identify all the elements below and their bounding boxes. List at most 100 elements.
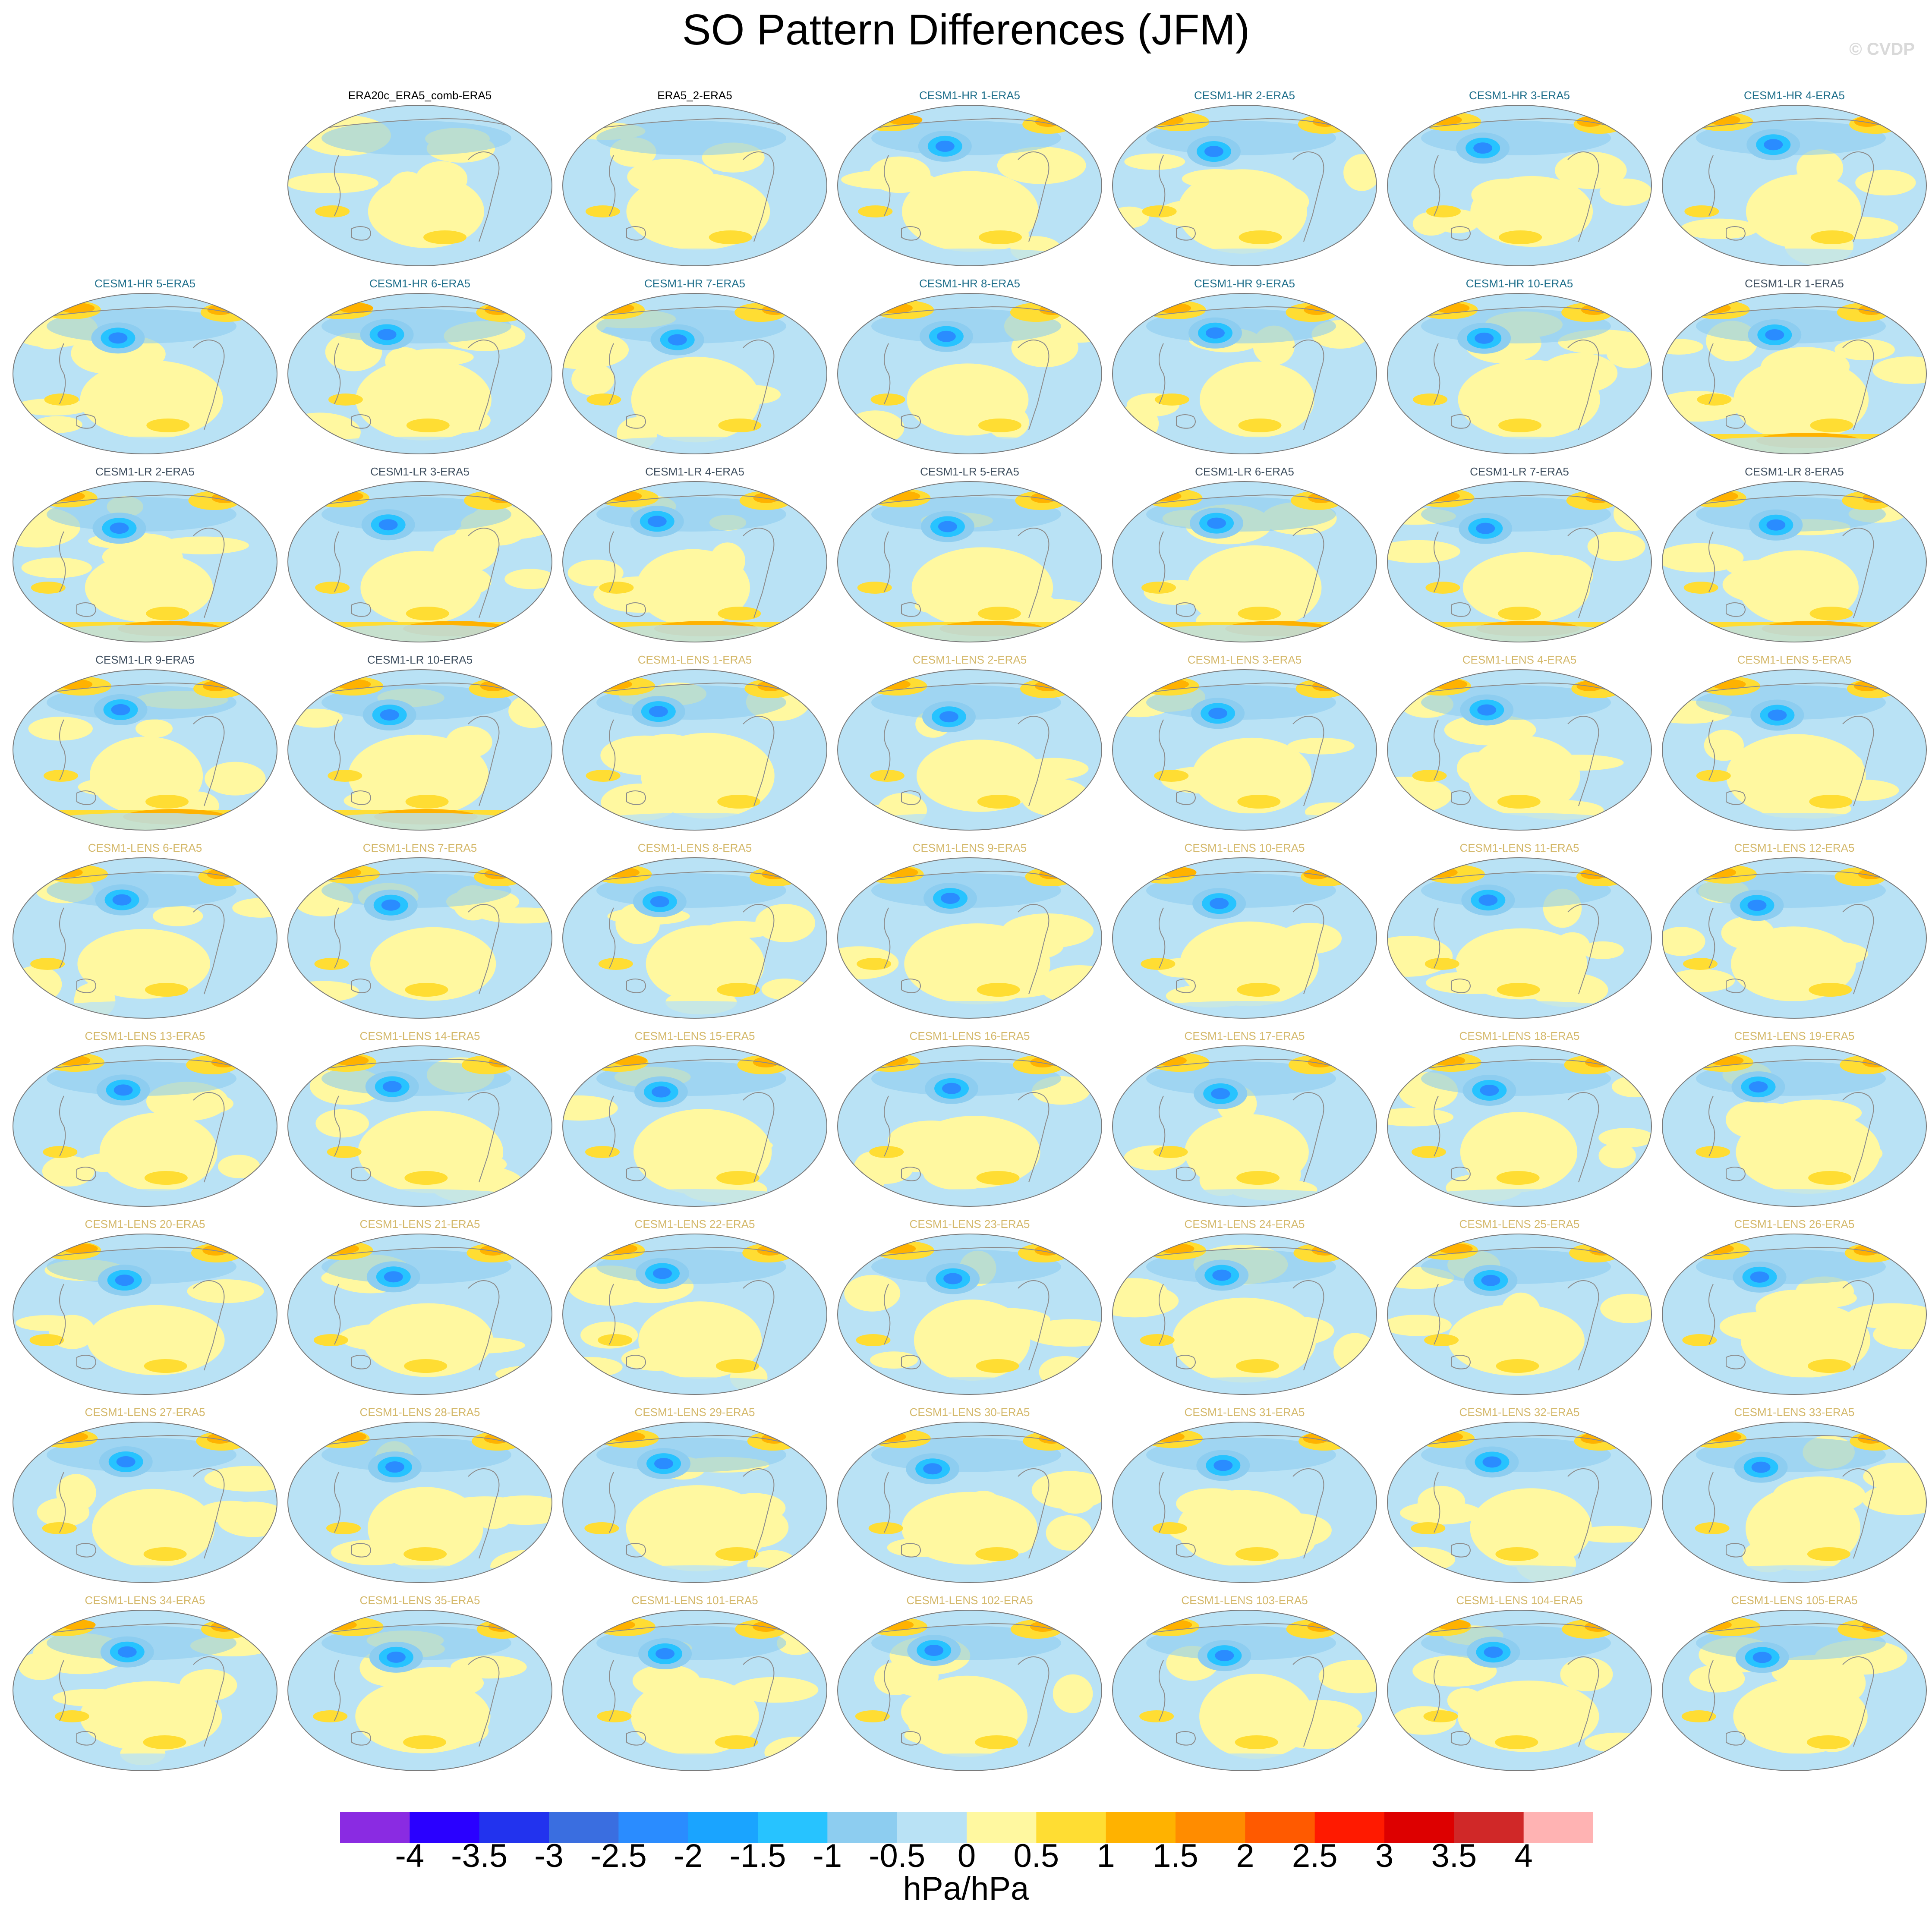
map-panel: ERA20c_ERA5_comb-ERA5: [282, 89, 558, 277]
map-panel: CESM1-LENS 27-ERA5: [7, 1406, 283, 1594]
map-panel: CESM1-HR 10-ERA5: [1381, 277, 1658, 465]
map-projection: [1387, 1422, 1652, 1583]
map-border: [1662, 293, 1927, 454]
colorbar-swatch: [1454, 1812, 1524, 1843]
map-projection: [13, 1422, 277, 1583]
map-panel-label: CESM1-LENS 32-ERA5: [1459, 1406, 1580, 1419]
map-panel: CESM1-LR 3-ERA5: [282, 465, 558, 653]
map-panel: CESM1-LENS 17-ERA5: [1106, 1029, 1383, 1218]
map-panel-label: CESM1-LENS 33-ERA5: [1734, 1406, 1855, 1419]
colorbar-swatch: [897, 1812, 967, 1843]
map-projection: [1112, 105, 1377, 266]
colorbar-swatch: [1314, 1812, 1385, 1843]
map-panel: CESM1-LENS 104-ERA5: [1381, 1594, 1658, 1782]
map-panel-label: CESM1-LR 6-ERA5: [1195, 465, 1294, 478]
map-border: [13, 1234, 277, 1395]
map-border: [562, 857, 827, 1019]
map-panel-label: CESM1-HR 3-ERA5: [1469, 89, 1570, 102]
map-panel-label: CESM1-HR 5-ERA5: [94, 277, 196, 290]
map-projection: [562, 481, 827, 642]
map-panel-grid: ERA20c_ERA5_comb-ERA5 ERA5_2-ERA5 CESM1-HR…: [7, 89, 1932, 1782]
map-border: [1387, 105, 1652, 266]
map-panel-label: CESM1-LR 7-ERA5: [1470, 465, 1569, 478]
map-projection: [1662, 857, 1927, 1019]
map-panel: CESM1-LENS 5-ERA5: [1656, 653, 1932, 841]
map-panel-label: CESM1-LENS 3-ERA5: [1187, 653, 1302, 666]
map-panel: CESM1-LENS 2-ERA5: [832, 653, 1108, 841]
map-border: [1387, 1610, 1652, 1771]
map-projection: [837, 105, 1102, 266]
map-border: [1387, 857, 1652, 1019]
map-projection: [837, 481, 1102, 642]
map-panel: CESM1-LR 6-ERA5: [1106, 465, 1383, 653]
colorbar-swatch: [618, 1812, 689, 1843]
map-border: [287, 669, 552, 831]
map-panel-label: CESM1-LENS 25-ERA5: [1459, 1218, 1580, 1231]
map-panel: CESM1-HR 3-ERA5: [1381, 89, 1658, 277]
map-panel: CESM1-LENS 21-ERA5: [282, 1218, 558, 1406]
map-panel-label: CESM1-LENS 16-ERA5: [909, 1029, 1030, 1042]
map-border: [1112, 481, 1377, 642]
map-border: [287, 293, 552, 454]
map-panel-label: CESM1-LENS 29-ERA5: [634, 1406, 755, 1419]
map-border: [562, 1234, 827, 1395]
map-projection: [837, 1045, 1102, 1207]
map-panel-label: ERA20c_ERA5_comb-ERA5: [348, 89, 492, 102]
map-border: [562, 1422, 827, 1583]
map-projection: [1662, 481, 1927, 642]
map-panel-label: CESM1-LENS 21-ERA5: [359, 1218, 480, 1231]
map-projection: [1112, 293, 1377, 454]
cvdp-watermark: © CVDP: [1849, 40, 1915, 59]
map-border: [1112, 857, 1377, 1019]
map-panel: CESM1-LENS 7-ERA5: [282, 841, 558, 1029]
map-projection: [13, 857, 277, 1019]
map-projection: [1662, 1610, 1927, 1771]
map-panel: CESM1-LENS 1-ERA5: [557, 653, 833, 841]
map-panel: CESM1-LR 1-ERA5: [1656, 277, 1932, 465]
map-border: [13, 669, 277, 831]
map-projection: [1387, 1045, 1652, 1207]
map-panel-label: CESM1-LENS 12-ERA5: [1734, 841, 1855, 854]
map-projection: [287, 1234, 552, 1395]
map-projection: [562, 1610, 827, 1771]
colorbar-tick-label: 1.5: [1153, 1838, 1198, 1874]
map-border: [562, 1610, 827, 1771]
map-border: [562, 105, 827, 266]
map-projection: [837, 1234, 1102, 1395]
colorbar-tick-label: 1: [1097, 1838, 1115, 1874]
map-projection: [287, 105, 552, 266]
map-border: [1662, 857, 1927, 1019]
map-panel: CESM1-LENS 26-ERA5: [1656, 1218, 1932, 1406]
map-panel: CESM1-LENS 18-ERA5: [1381, 1029, 1658, 1218]
map-projection: [837, 857, 1102, 1019]
colorbar-tick-label: 2: [1236, 1838, 1254, 1874]
map-border: [13, 481, 277, 642]
map-panel-label: CESM1-LENS 8-ERA5: [637, 841, 752, 854]
map-border: [1387, 1045, 1652, 1207]
map-panel: CESM1-HR 7-ERA5: [557, 277, 833, 465]
map-projection: [562, 293, 827, 454]
map-projection: [837, 1610, 1102, 1771]
map-border: [562, 1045, 827, 1207]
map-panel: CESM1-HR 1-ERA5: [832, 89, 1108, 277]
map-border: [837, 1234, 1102, 1395]
colorbar-swatch: [479, 1812, 549, 1843]
map-border: [13, 1422, 277, 1583]
map-panel-label: CESM1-HR 2-ERA5: [1194, 89, 1295, 102]
map-panel: CESM1-LR 9-ERA5: [7, 653, 283, 841]
map-panel-label: CESM1-HR 9-ERA5: [1194, 277, 1295, 290]
map-border: [13, 1610, 277, 1771]
map-panel: CESM1-LENS 102-ERA5: [832, 1594, 1108, 1782]
map-projection: [1662, 1045, 1927, 1207]
colorbar: [340, 1812, 1593, 1843]
map-projection: [1387, 1234, 1652, 1395]
map-panel: CESM1-LENS 3-ERA5: [1106, 653, 1383, 841]
colorbar-tick-label: -2: [673, 1838, 703, 1874]
colorbar-tick-label: -3: [534, 1838, 564, 1874]
map-projection: [13, 669, 277, 831]
map-projection: [13, 481, 277, 642]
map-panel-label: CESM1-LENS 24-ERA5: [1184, 1218, 1305, 1231]
map-panel-label: CESM1-LENS 23-ERA5: [909, 1218, 1030, 1231]
map-border: [287, 1045, 552, 1207]
map-border: [287, 1422, 552, 1583]
